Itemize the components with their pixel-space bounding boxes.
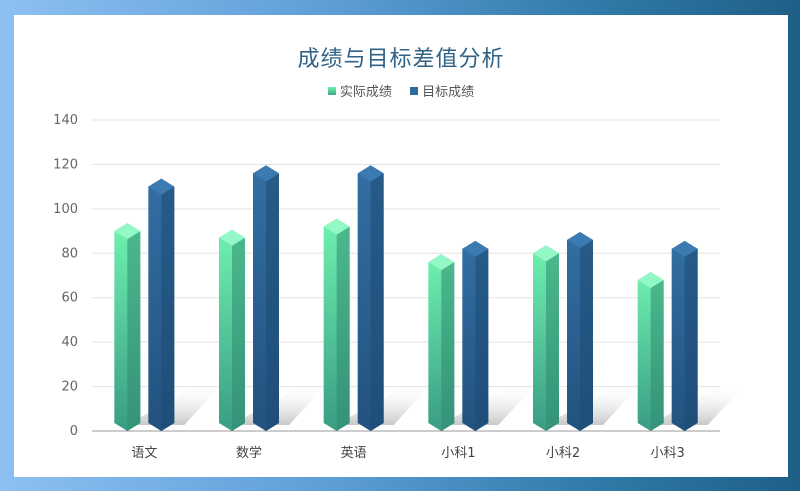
bar-actual xyxy=(323,218,350,431)
y-tick-label: 100 xyxy=(53,202,78,217)
bar-target-side xyxy=(161,186,175,431)
bar-actual-cap xyxy=(323,218,350,235)
bar-target xyxy=(671,240,698,431)
bar-target-side xyxy=(370,173,384,432)
bar-target-cap xyxy=(462,240,489,257)
bar-target-side xyxy=(684,248,698,431)
chart-title: 成绩与目标差值分析 xyxy=(297,47,505,72)
bar-actual xyxy=(219,229,245,431)
legend-label-target: 目标成绩 xyxy=(422,85,475,100)
legend-swatch-actual xyxy=(327,86,336,95)
x-category-label: 英语 xyxy=(341,446,367,461)
x-category-label: 数学 xyxy=(236,445,262,461)
bar-target xyxy=(357,165,384,432)
bar-target-cap xyxy=(671,240,698,257)
bar-target-side xyxy=(475,248,489,431)
bar-actual xyxy=(533,245,559,431)
y-tick-label: 0 xyxy=(70,424,78,439)
chart-card: 成绩与目标差值分析 实际成绩 目标成绩 xyxy=(14,15,788,477)
bar-target-side xyxy=(580,239,593,431)
x-category-label: 小科3 xyxy=(651,446,685,461)
y-tick-label: 60 xyxy=(61,291,78,306)
x-category-label: 小科2 xyxy=(546,446,580,461)
bar-shadow xyxy=(126,383,223,425)
bar-target xyxy=(148,178,175,431)
bar-actual xyxy=(114,223,141,431)
x-category-label: 小科1 xyxy=(441,446,475,461)
bar-target-cap xyxy=(567,231,593,248)
chart-plot-area: 0 20 40 60 80 100 120 140 语文 数学 英语 小科1 小科2 小科3 xyxy=(53,113,747,461)
legend-item-target[interactable]: 目标成绩 xyxy=(410,81,474,100)
bar-actual-cap xyxy=(637,271,664,288)
legend-label-actual: 实际成绩 xyxy=(339,85,392,100)
bar-actual-side xyxy=(336,226,350,431)
bar-shadow xyxy=(649,383,747,425)
bar-actual xyxy=(428,254,455,431)
bar-target xyxy=(567,231,593,431)
bar-target xyxy=(462,240,489,431)
bar-actual-cap xyxy=(219,229,245,246)
bar-actual xyxy=(637,271,664,431)
bar-actual-side xyxy=(232,237,245,431)
bar-shadow xyxy=(440,383,537,425)
y-tick-label: 80 xyxy=(61,246,78,261)
y-tick-label: 140 xyxy=(53,113,78,128)
bar-actual-side xyxy=(127,231,141,431)
bar-actual-side xyxy=(546,253,559,431)
y-tick-label: 20 xyxy=(61,380,78,395)
chart-legend: 实际成绩 目标成绩 xyxy=(14,81,788,100)
legend-item-actual[interactable]: 实际成绩 xyxy=(327,81,392,100)
bar-shadow xyxy=(545,383,642,425)
bar-target-cap xyxy=(148,178,175,195)
bar-actual-cap xyxy=(533,245,559,262)
bar-target-cap xyxy=(253,165,279,182)
y-tick-label: 40 xyxy=(61,335,78,350)
bar-target-side xyxy=(266,173,279,432)
bar-target xyxy=(253,165,279,432)
bar-shadow xyxy=(231,383,328,425)
legend-swatch-target xyxy=(410,86,419,95)
bar-actual-side xyxy=(441,262,455,431)
bar-target-cap xyxy=(357,165,384,182)
bar-actual-side xyxy=(650,279,664,431)
bar-actual-cap xyxy=(114,223,141,240)
bar-actual-cap xyxy=(428,254,455,271)
bar-shadow xyxy=(335,383,433,425)
y-tick-label: 120 xyxy=(53,157,78,172)
x-category-label: 语文 xyxy=(131,446,157,461)
